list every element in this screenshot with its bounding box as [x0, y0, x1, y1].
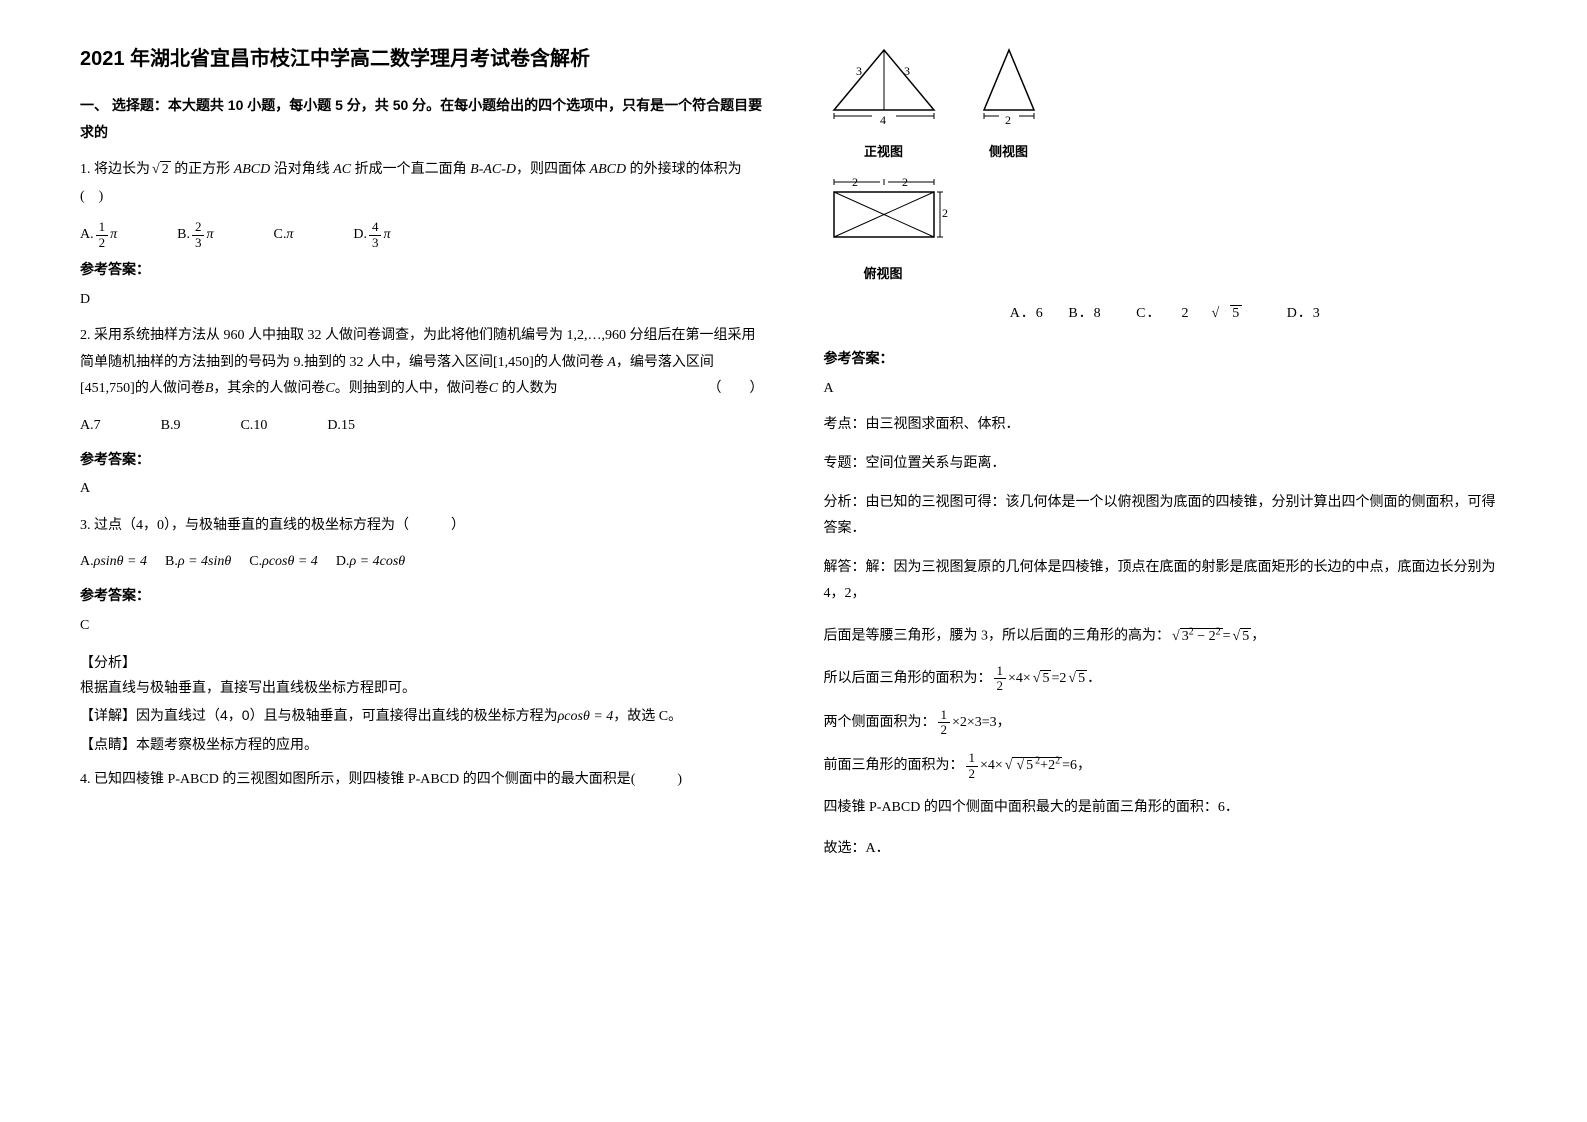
page-title: 2021 年湖北省宜昌市枝江中学高二数学理月考试卷含解析	[80, 40, 764, 78]
q4-opt-c: C．25	[1126, 306, 1262, 321]
svg-text:3: 3	[856, 64, 862, 78]
top-view-block: 22 2 俯视图	[824, 172, 1508, 286]
jieda-3: 所以后面三角形的面积为：12×4×5=25．	[824, 664, 1508, 694]
left-column: 2021 年湖北省宜昌市枝江中学高二数学理月考试卷含解析 一、 选择题：本大题共…	[80, 40, 764, 1082]
fenxi: 分析：由已知的三视图可得：该几何体是一个以俯视图为底面的四棱锥，分别计算出四个侧…	[824, 490, 1508, 543]
q2-stem2b: ，其余的人做问卷	[213, 381, 325, 396]
jieda-2: 后面是等腰三角形，腰为 3，所以后面的三角形的高为：32 − 22=5，	[824, 622, 1508, 650]
svg-text:3: 3	[904, 64, 910, 78]
q1-stem-e: ，则四面体	[516, 162, 590, 177]
frac-half-icon: 12	[938, 708, 951, 738]
sqrt-nested-icon: 52+22	[1003, 752, 1062, 780]
q4-ans-label: 参考答案：	[824, 345, 1508, 372]
side-view-icon: 2	[974, 40, 1044, 125]
kaodian: 考点：由三视图求面积、体积．	[824, 412, 1508, 439]
question-4: 4. 已知四棱锥 P‐ABCD 的三视图如图所示，则四棱锥 P‐ABCD 的四个…	[80, 767, 764, 794]
zhuanti: 专题：空间位置关系与距离．	[824, 451, 1508, 478]
q1-stem-c: 沿对角线	[270, 162, 333, 177]
frac-half-icon: 12	[966, 751, 979, 781]
q2-C2-icon: C	[489, 381, 498, 396]
frac-icon: 43	[369, 220, 382, 250]
views-row-1: 3 3 4 正视图 2 侧视图	[824, 40, 1508, 164]
section-heading: 一、 选择题：本大题共 10 小题，每小题 5 分，共 50 分。在每小题给出的…	[80, 92, 764, 145]
q2-opt-a: A. 7	[80, 413, 101, 440]
q2-stem2c: 。则抽到的人中，做问卷	[335, 381, 489, 396]
q2-opt-c: C. 10	[240, 413, 267, 440]
q3-opt-c: C. ρcosθ = 4	[249, 549, 318, 576]
sqrt-5-icon: 5	[1031, 666, 1052, 693]
q3-opt-b: B. ρ = 4sinθ	[165, 549, 231, 576]
q1-abcd: ABCD	[234, 162, 271, 177]
q4-options: A．6 B．8 C．25 D．3	[824, 301, 1508, 328]
sqrt-icon: 32 − 22	[1170, 622, 1223, 650]
q3-ans: C	[80, 613, 764, 640]
top-view-icon: 22 2	[824, 172, 974, 247]
q3-ans-label: 参考答案：	[80, 582, 764, 609]
q3-xiangjie: 【详解】因为直线过（4，0）且与极轴垂直，可直接得出直线的极坐标方程为ρcosθ…	[80, 702, 764, 731]
jieda-7: 故选：A．	[824, 836, 1508, 863]
svg-text:2: 2	[942, 206, 948, 220]
frac-half-icon: 12	[994, 664, 1007, 694]
q1-opt-c: C.π	[274, 222, 294, 249]
q2-A-icon: A	[607, 355, 616, 370]
side-view-label: 侧视图	[974, 140, 1044, 165]
front-view-block: 3 3 4 正视图	[824, 40, 944, 164]
q2-options: A. 7 B. 9 C. 10 D. 15	[80, 413, 764, 440]
jieda-4: 两个侧面面积为：12×2×3=3，	[824, 708, 1508, 738]
front-view-icon: 3 3 4	[824, 40, 944, 125]
q2-ans: A	[80, 476, 764, 503]
sqrt-5-icon: 5	[1231, 624, 1252, 651]
sqrt-5-icon: 5	[1210, 301, 1253, 328]
q1-stem-b: 的正方形	[171, 162, 234, 177]
q1-ac: AC	[333, 162, 351, 177]
frac-icon: 12	[96, 220, 109, 250]
q1-ans: D	[80, 287, 764, 314]
q3-opt-a: A. ρsinθ = 4	[80, 549, 147, 576]
side-view-block: 2 侧视图	[974, 40, 1044, 164]
q2-C-icon: C	[325, 381, 334, 396]
jieda-6: 四棱锥 P‐ABCD 的四个侧面中面积最大的是前面三角形的面积：6．	[824, 795, 1508, 822]
q3-dianjing: 【点睛】本题考察极坐标方程的应用。	[80, 731, 764, 760]
q1-ans-label: 参考答案：	[80, 256, 764, 283]
q1-opt-b: B.23π	[177, 220, 213, 250]
front-view-label: 正视图	[824, 140, 944, 165]
q1-opt-a: A.12π	[80, 220, 117, 250]
right-column: 3 3 4 正视图 2 侧视图 22 2	[824, 40, 1508, 1082]
question-1: 1. 将边长为2 的正方形 ABCD 沿对角线 AC 折成一个直二面角 B-AC…	[80, 157, 764, 210]
svg-text:4: 4	[880, 113, 886, 125]
q1-bacd: B-AC-D	[470, 162, 516, 177]
frac-icon: 23	[192, 220, 205, 250]
q3-opt-d: D. ρ = 4cosθ	[336, 549, 405, 576]
q1-stem-a: 1. 将边长为	[80, 162, 150, 177]
top-view-label: 俯视图	[864, 262, 1508, 287]
q2-paren: （ ）	[708, 376, 764, 403]
q4-opt-d: D．3	[1287, 306, 1321, 321]
q2-stem2d: 的人数为	[498, 381, 558, 396]
jieda-1: 解答：解：因为三视图复原的几何体是四棱锥，顶点在底面的射影是底面矩形的长边的中点…	[824, 555, 1508, 608]
q1-abcd2: ABCD	[590, 162, 627, 177]
sqrt-2-icon: 2	[150, 157, 171, 184]
q4-opt-a: A．6	[1010, 306, 1044, 321]
q1-opt-d: D.43π	[353, 220, 390, 250]
q3-fenxi-label: 【分析】	[80, 649, 764, 676]
q3-fenxi-body: 根据直线与极轴垂直，直接写出直线极坐标方程即可。	[80, 676, 764, 703]
q1-options: A.12π B.23π C.π D.43π	[80, 220, 764, 250]
q2-opt-d: D. 15	[327, 413, 355, 440]
q3-options: A. ρsinθ = 4 B. ρ = 4sinθ C. ρcosθ = 4 D…	[80, 549, 764, 576]
q1-stem-d: 折成一个直二面角	[351, 162, 470, 177]
svg-text:2: 2	[1005, 113, 1011, 125]
question-3: 3. 过点（4，0），与极轴垂直的直线的极坐标方程为（ ）	[80, 513, 764, 540]
q2-opt-b: B. 9	[161, 413, 181, 440]
q2-ans-label: 参考答案：	[80, 446, 764, 473]
question-2: 2. 采用系统抽样方法从 960 人中抽取 32 人做问卷调查，为此将他们随机编…	[80, 323, 764, 403]
q4-opt-b: B．8	[1068, 306, 1101, 321]
sqrt-5-icon: 5	[1066, 666, 1087, 693]
jieda-5: 前面三角形的面积为：12×4×52+22=6，	[824, 751, 1508, 781]
q4-ans: A	[824, 376, 1508, 403]
